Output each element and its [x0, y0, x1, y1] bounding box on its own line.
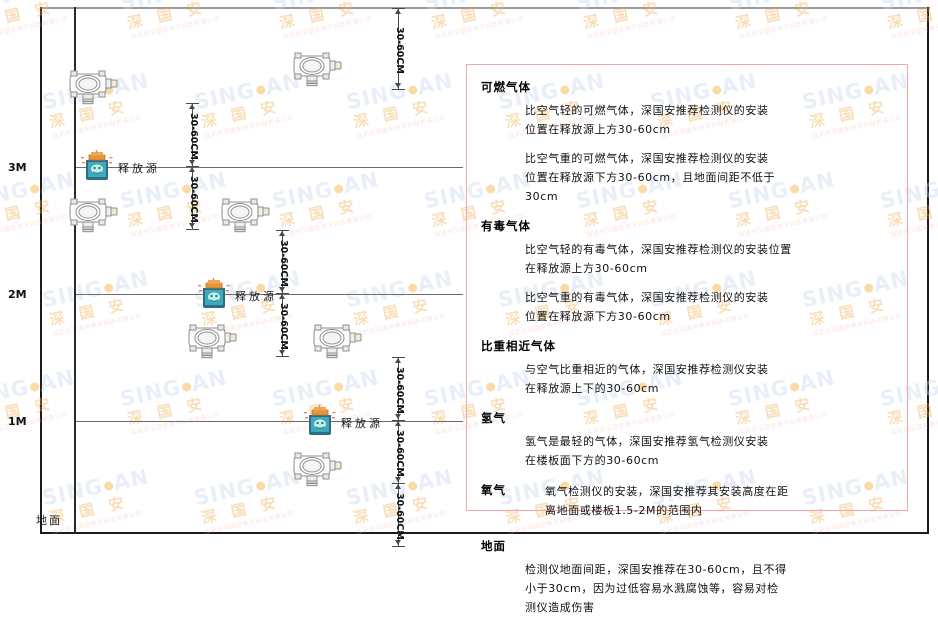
frame-top-border [40, 7, 930, 9]
dimension-label: 30-60CM [394, 429, 405, 477]
release-source-icon [198, 278, 230, 308]
gas-detector-icon [69, 198, 118, 233]
detector-3m-upper [66, 196, 118, 238]
dimension-tick [186, 166, 199, 167]
dimension-arrow-up [395, 484, 401, 489]
section-combustible-gas-heading: 可燃气体 [481, 80, 531, 94]
release-source-icon [304, 405, 336, 435]
gas-detector-icon [293, 52, 342, 87]
detector-top-center [290, 50, 342, 92]
dimension-label: 30-60CM [394, 492, 405, 540]
gas-detector-icon [69, 70, 118, 105]
gas-detector-icon [221, 198, 270, 233]
source-label-1: 释放源 [118, 162, 160, 175]
dimension-arrow-down [395, 477, 401, 482]
dimension-tick [392, 89, 405, 90]
dimension-tick [276, 230, 289, 231]
source-label-2: 释放源 [235, 290, 277, 303]
section-oxygen-paragraph-1: 氧气检测仪的安装，深国安推荐其安装高度在距 离地面或楼板1.5-2M的范围内 [545, 485, 789, 517]
frame-bottom-border-ground-line [40, 532, 929, 534]
release-source-icon [81, 150, 113, 180]
dimension-tick [392, 8, 405, 9]
dimension-arrow-up [395, 358, 401, 363]
dimension-label: 30-60CM [188, 175, 199, 223]
dimension-line [398, 357, 399, 546]
dimension-arrow-up [395, 9, 401, 14]
dimension-label: 30-60CM [278, 239, 289, 287]
ground-label: 地面 [36, 514, 62, 527]
dimension-label: 30-60CM [394, 26, 405, 74]
detector-1m-lower [290, 450, 342, 492]
dimension-arrow-down [279, 287, 285, 292]
section-similar-density-gas-paragraph-1: 与空气比重相近的气体，深国安推荐检测仪安装 在释放源上下的30-60cm [525, 363, 769, 395]
section-combustible-gas-paragraph-2: 比空气重的可燃气体，深国安推荐检测仪的安装 位置在释放源下方30-60cm，且地… [525, 152, 776, 203]
section-ground-paragraph-1: 检测仪地面间距，深国安推荐在30-60cm，且不得 小于30cm，因为过低容易水… [525, 563, 787, 614]
frame-right-border [927, 7, 929, 534]
level-line-3m [76, 167, 463, 168]
section-hydrogen-paragraph-1: 氢气是最轻的气体，深国安推荐氢气检测仪安装 在楼板面下方的30-60cm [525, 435, 769, 467]
dimension-tick [392, 357, 405, 358]
gas-detector-icon [293, 452, 342, 487]
dimension-tick [186, 229, 199, 230]
dimension-label: 30-60CM [188, 112, 199, 160]
section-combustible-gas-paragraph-1: 比空气轻的可燃气体，深国安推荐检测仪的安装 位置在释放源上方30-60cm [525, 104, 769, 136]
source-3m [80, 150, 114, 186]
dimension-tick [276, 356, 289, 357]
vertical-height-axis [74, 7, 76, 534]
dimension-arrow-up [395, 421, 401, 426]
section-similar-density-gas-heading: 比重相近气体 [481, 339, 556, 353]
detector-2m-lower [185, 322, 237, 364]
detector-top-left [66, 68, 118, 110]
level-line-2m [76, 294, 463, 295]
dimension-arrow-down [279, 350, 285, 355]
dimension-tick [392, 546, 405, 547]
section-hydrogen-heading: 氢气 [481, 411, 506, 425]
source-label-3: 释放源 [341, 417, 383, 430]
gas-installation-info-panel: 可燃气体比空气轻的可燃气体，深国安推荐检测仪的安装 位置在释放源上方30-60c… [466, 64, 908, 614]
dimension-tick [392, 483, 405, 484]
detector-2m-right [310, 322, 362, 364]
gas-detector-icon [188, 324, 237, 359]
section-toxic-gas-paragraph-1: 比空气轻的有毒气体，深国安推荐检测仪的安装位置 在释放源上方30-60cm [525, 243, 792, 275]
section-toxic-gas-paragraph-2: 比空气重的有毒气体，深国安推荐检测仪的安装 位置在释放源下方30-60cm [525, 291, 769, 323]
source-1m [303, 405, 337, 441]
dimension-arrow-up [279, 231, 285, 236]
dimension-tick [276, 293, 289, 294]
dimension-arrow-up [189, 104, 195, 109]
dimension-tick [186, 103, 199, 104]
gas-detector-icon [313, 324, 362, 359]
dimension-line [398, 8, 399, 89]
diagram-frame [40, 7, 930, 534]
dimension-arrow-up [189, 167, 195, 172]
detector-3m-lower [218, 196, 270, 238]
source-2m [197, 278, 231, 314]
dimension-arrow-down [189, 223, 195, 228]
level-label-3m: 3M [8, 161, 27, 174]
dimension-tick [392, 420, 405, 421]
dimension-arrow-up [279, 294, 285, 299]
section-oxygen-heading: 氧气 [481, 483, 506, 497]
dimension-label: 30-60CM [394, 366, 405, 414]
level-line-1m [76, 421, 463, 422]
level-label-2m: 2M [8, 288, 27, 301]
dimension-label: 30-60CM [278, 302, 289, 350]
dimension-arrow-down [395, 83, 401, 88]
dimension-arrow-down [189, 160, 195, 165]
level-label-1m: 1M [8, 415, 27, 428]
frame-left-border [40, 7, 42, 534]
section-ground-heading: 地面 [481, 539, 506, 553]
dimension-arrow-down [395, 414, 401, 419]
section-toxic-gas-heading: 有毒气体 [481, 219, 531, 233]
